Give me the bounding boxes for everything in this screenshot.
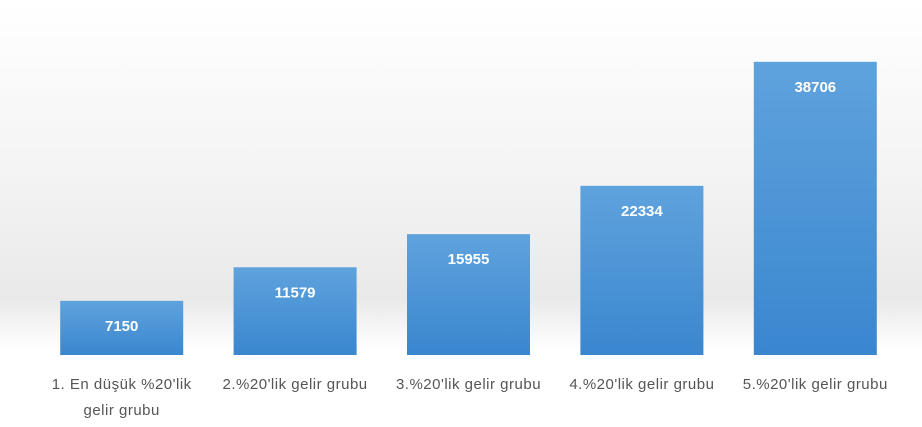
x-tick-label: 3.%20'lik gelir grubu — [395, 376, 542, 393]
value-label: 22334 — [621, 203, 663, 220]
value-label: 7150 — [105, 318, 138, 335]
value-label: 15955 — [448, 251, 490, 268]
value-label: 38706 — [794, 79, 836, 96]
x-tick-label: 4.%20'lik gelir grubu — [569, 376, 715, 393]
value-label: 11579 — [275, 284, 316, 301]
x-tick-label: 5.%20'lik gelir grubu — [742, 376, 888, 393]
bar — [753, 61, 877, 355]
bar — [233, 267, 357, 355]
x-tick-label: 1. En düşük %20'lik gelir grubu — [51, 376, 192, 419]
x-tick-label: 2.%20'lik gelir grubu — [222, 376, 368, 393]
bar — [60, 300, 184, 355]
bar — [407, 234, 530, 355]
bar — [580, 185, 704, 355]
